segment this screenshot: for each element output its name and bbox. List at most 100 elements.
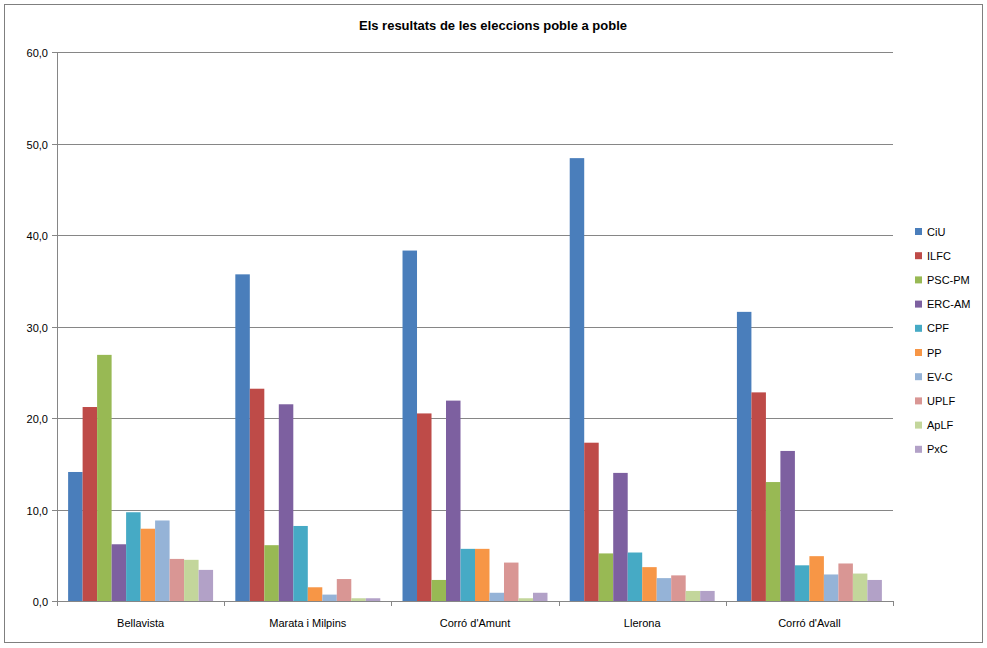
legend-swatch [915, 252, 922, 259]
tick-mark [52, 52, 57, 53]
bar [671, 575, 685, 601]
legend-swatch [915, 397, 922, 404]
tick-mark [52, 601, 57, 602]
bar [838, 563, 852, 601]
bar [766, 482, 780, 601]
category-tick [559, 601, 560, 606]
legend-swatch [915, 228, 922, 235]
tick-mark [52, 144, 57, 145]
bar [279, 404, 293, 601]
category-tick [893, 601, 894, 606]
bar [403, 251, 417, 601]
category-label: Marata i Milpins [269, 617, 347, 629]
bar [599, 553, 613, 601]
category-label: Llerona [624, 617, 662, 629]
legend-label: ERC-AM [927, 298, 970, 310]
bar [250, 389, 264, 601]
tick-label: 10,0 [27, 505, 48, 517]
bar [642, 567, 656, 601]
legend-label: ApLF [927, 419, 954, 431]
bar [780, 451, 794, 601]
bar [112, 544, 126, 601]
tick-label: 30,0 [27, 322, 48, 334]
bar [853, 574, 867, 601]
legend-label: PxC [927, 443, 948, 455]
bar [824, 574, 838, 601]
legend: CiUILFCPSC-PMERC-AMCPFPPEV-CUPLFApLFPxC [915, 226, 970, 456]
bar [337, 579, 351, 601]
category-tick [726, 601, 727, 606]
bar [475, 549, 489, 601]
bar [184, 560, 198, 601]
legend-swatch [915, 349, 922, 356]
legend-swatch [915, 276, 922, 283]
category-tick [391, 601, 392, 606]
grid-line [57, 601, 893, 602]
legend-label: EV-C [927, 371, 953, 383]
grid-line [57, 52, 893, 53]
legend-swatch [915, 301, 922, 308]
bar [657, 578, 671, 601]
legend-swatch [915, 373, 922, 380]
tick-mark [52, 418, 57, 419]
category-tick [224, 601, 225, 606]
grid-line [57, 418, 893, 419]
tick-label: 40,0 [27, 230, 48, 242]
bar [235, 274, 249, 601]
tick-label: 60,0 [27, 47, 48, 59]
grid-line [57, 235, 893, 236]
bar [351, 598, 365, 601]
legend-swatch [915, 422, 922, 429]
bar [446, 401, 460, 601]
bar [867, 580, 881, 601]
bar [795, 565, 809, 601]
grid-line [57, 144, 893, 145]
category-label: Corró d'Amunt [440, 617, 511, 629]
bar [613, 473, 627, 601]
bar [126, 512, 140, 601]
category-label: Corró d'Avall [778, 617, 840, 629]
bar [199, 570, 213, 601]
bar [293, 526, 307, 601]
tick-label: 50,0 [27, 139, 48, 151]
bar [155, 520, 169, 601]
bar [751, 392, 765, 601]
tick-label: 20,0 [27, 413, 48, 425]
legend-swatch [915, 325, 922, 332]
bar [366, 598, 380, 601]
bar [518, 598, 532, 601]
bar [584, 443, 598, 601]
bar [737, 312, 751, 601]
tick-mark [52, 327, 57, 328]
grid-line [57, 327, 893, 328]
bar [322, 595, 336, 601]
legend-label: CPF [927, 322, 949, 334]
bar [533, 593, 547, 601]
bar [700, 591, 714, 601]
chart: Els resultats de les eleccions poble a p… [0, 0, 987, 648]
tick-mark [52, 235, 57, 236]
bar [170, 559, 184, 601]
category-tick [57, 601, 58, 606]
bar [83, 407, 97, 601]
bar [417, 413, 431, 601]
x-axis [57, 601, 893, 602]
bar [141, 529, 155, 601]
tick-mark [52, 510, 57, 511]
category-label: Bellavista [117, 617, 165, 629]
bar [504, 563, 518, 601]
title: Els resultats de les eleccions poble a p… [359, 18, 627, 33]
bar [489, 593, 503, 601]
bar [264, 545, 278, 601]
chart-border [5, 5, 983, 643]
bar [686, 591, 700, 601]
legend-label: PSC-PM [927, 274, 970, 286]
bar [461, 549, 475, 601]
tick-label: 0,0 [33, 596, 48, 608]
bar [809, 556, 823, 601]
legend-label: CiU [927, 226, 945, 238]
legend-swatch [915, 446, 922, 453]
legend-label: UPLF [927, 395, 955, 407]
bar [570, 158, 584, 601]
legend-label: PP [927, 347, 942, 359]
